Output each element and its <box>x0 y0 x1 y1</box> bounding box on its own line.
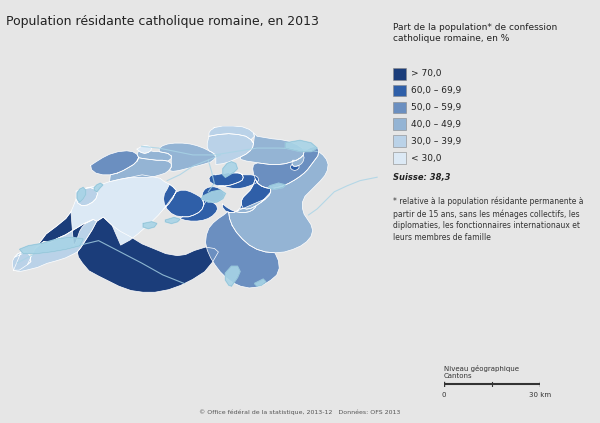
Polygon shape <box>35 175 176 249</box>
Polygon shape <box>229 152 328 253</box>
Polygon shape <box>290 165 299 170</box>
Polygon shape <box>202 187 224 205</box>
Polygon shape <box>91 151 139 175</box>
Text: Part de la population* de confession
catholique romaine, en %: Part de la population* de confession cat… <box>393 23 557 43</box>
Text: © Office fédéral de la statistique, 2013-12   Données: OFS 2013: © Office fédéral de la statistique, 2013… <box>199 410 401 415</box>
Polygon shape <box>241 133 304 165</box>
Polygon shape <box>143 222 157 229</box>
Polygon shape <box>137 146 152 154</box>
Polygon shape <box>77 217 218 292</box>
Polygon shape <box>137 151 171 161</box>
Polygon shape <box>254 279 266 286</box>
Text: 60,0 – 69,9: 60,0 – 69,9 <box>411 86 461 95</box>
Polygon shape <box>77 187 86 202</box>
Polygon shape <box>218 172 259 189</box>
Polygon shape <box>206 212 279 288</box>
Polygon shape <box>164 184 204 217</box>
Polygon shape <box>268 183 286 189</box>
Text: 30 km: 30 km <box>529 392 551 398</box>
Text: Population résidante catholique romaine, en 2013: Population résidante catholique romaine,… <box>6 15 319 28</box>
Polygon shape <box>13 252 31 270</box>
Polygon shape <box>20 237 83 253</box>
Text: < 30,0: < 30,0 <box>411 154 442 163</box>
Polygon shape <box>180 201 218 221</box>
Polygon shape <box>76 188 98 206</box>
Polygon shape <box>14 220 97 272</box>
Text: 0: 0 <box>442 392 446 398</box>
Polygon shape <box>242 179 271 209</box>
Polygon shape <box>94 183 103 192</box>
Text: * relative à la population résidante permanente à
partir de 15 ans, sans les mén: * relative à la population résidante per… <box>393 197 583 242</box>
Polygon shape <box>286 140 317 151</box>
Text: > 70,0: > 70,0 <box>411 69 442 78</box>
Polygon shape <box>166 217 180 223</box>
Polygon shape <box>226 266 240 286</box>
Polygon shape <box>159 143 216 171</box>
Polygon shape <box>35 212 93 249</box>
Polygon shape <box>110 158 171 181</box>
Polygon shape <box>292 155 304 166</box>
Text: Niveau géographique
Cantons: Niveau géographique Cantons <box>444 365 519 379</box>
Text: Suisse: 38,3: Suisse: 38,3 <box>393 173 451 182</box>
Text: 50,0 – 59,9: 50,0 – 59,9 <box>411 103 461 112</box>
Text: 30,0 – 39,9: 30,0 – 39,9 <box>411 137 461 146</box>
Polygon shape <box>209 126 254 140</box>
Polygon shape <box>223 179 271 212</box>
Polygon shape <box>223 162 238 177</box>
Polygon shape <box>207 134 254 165</box>
Polygon shape <box>209 172 243 186</box>
Polygon shape <box>202 190 226 202</box>
Polygon shape <box>253 146 319 189</box>
Text: 40,0 – 49,9: 40,0 – 49,9 <box>411 120 461 129</box>
